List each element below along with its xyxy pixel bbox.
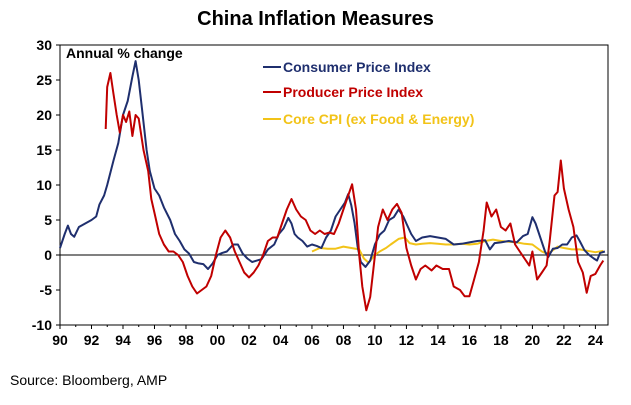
- y-tick-label: 30: [36, 37, 52, 53]
- y-tick-label: -10: [32, 317, 52, 333]
- x-tick-label: 90: [52, 332, 68, 348]
- x-tick-label: 94: [115, 332, 131, 348]
- x-tick-label: 96: [147, 332, 163, 348]
- legend-label: Producer Price Index: [283, 84, 423, 100]
- x-tick-label: 10: [367, 332, 383, 348]
- series-line-producer-price-index: [104, 72, 605, 312]
- legend: Consumer Price Index Producer Price Index…: [263, 59, 474, 127]
- y-tick-label: -5: [40, 282, 53, 298]
- x-tick-label: 18: [493, 332, 509, 348]
- x-tick-label: 16: [462, 332, 478, 348]
- y-tick-label: 25: [36, 72, 52, 88]
- series-line-consumer-price-index: [59, 60, 606, 270]
- x-tick-label: 22: [556, 332, 572, 348]
- series-line-core-cpi-ex-food-energy: [311, 236, 604, 264]
- x-tick-label: 04: [273, 332, 289, 348]
- y-tick-label: 5: [44, 212, 52, 228]
- y-tick-label: 10: [36, 177, 52, 193]
- x-tick-label: 06: [304, 332, 320, 348]
- x-tick-label: 24: [588, 332, 604, 348]
- chart-annotation: Annual % change: [66, 45, 183, 61]
- y-tick-label: 0: [44, 247, 52, 263]
- legend-label: Core CPI (ex Food & Energy): [283, 111, 474, 127]
- x-tick-label: 20: [525, 332, 541, 348]
- x-tick-label: 98: [178, 332, 194, 348]
- x-tick-label: 02: [241, 332, 257, 348]
- x-tick-label: 08: [336, 332, 352, 348]
- y-tick-label: 20: [36, 107, 52, 123]
- x-tick-label: 92: [84, 332, 100, 348]
- y-tick-label: 15: [36, 142, 52, 158]
- x-tick-label: 14: [430, 332, 446, 348]
- chart-title: China Inflation Measures: [197, 8, 434, 30]
- legend-label: Consumer Price Index: [283, 59, 431, 75]
- x-tick-label: 12: [399, 332, 415, 348]
- chart-source: Source: Bloomberg, AMP: [10, 372, 168, 388]
- x-tick-label: 00: [210, 332, 226, 348]
